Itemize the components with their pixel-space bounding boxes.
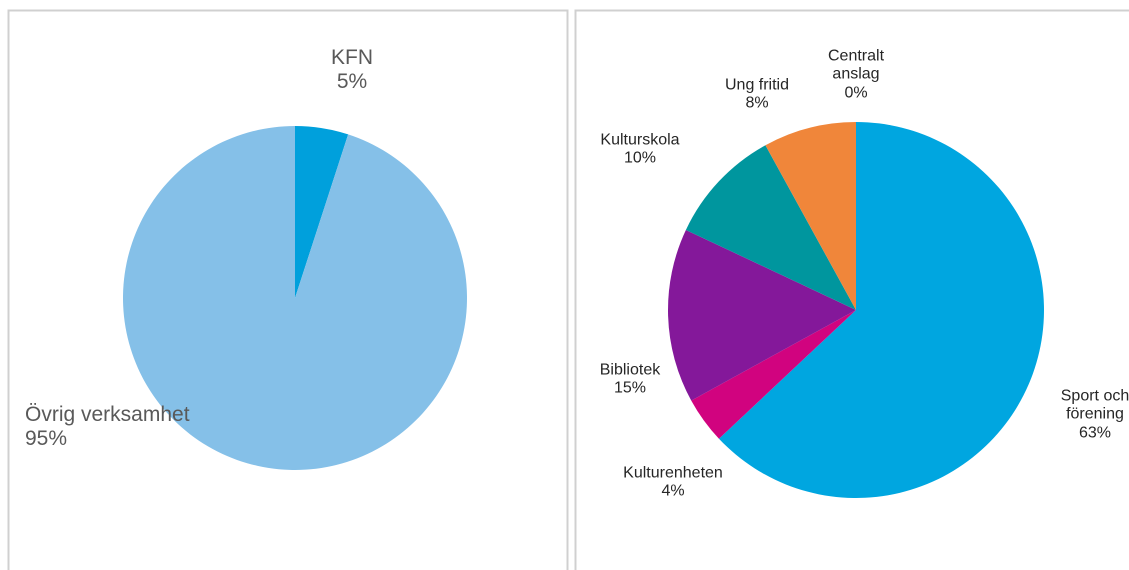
slice-value: 63% — [1078, 424, 1112, 442]
slice-value: 10% — [623, 150, 657, 167]
slice-value: 8% — [745, 95, 769, 112]
slice-name: Bibliotek — [599, 361, 661, 379]
slice-value: 4% — [661, 483, 685, 500]
pie-slice — [691, 310, 856, 439]
pie-slice — [123, 126, 467, 471]
pie-slice — [668, 229, 856, 401]
slice-name: Övrig verksamhet — [25, 403, 190, 426]
pie-slice — [685, 145, 856, 310]
slice-label: Bibliotek 15% — [580, 362, 680, 399]
slice-value: 15% — [613, 380, 647, 397]
slice-label: Kulturskola 10% — [580, 132, 700, 169]
panel-right — [574, 9, 1129, 570]
pie-slice — [718, 122, 1044, 498]
panel-left — [7, 9, 569, 570]
slice-value: 95% — [25, 427, 68, 451]
slice-label: Centralt anslag 0% — [816, 47, 896, 102]
slice-label: Övrig verksamhet 95% — [25, 403, 195, 451]
slice-value: 5% — [336, 70, 368, 93]
pie-slice — [295, 126, 349, 298]
slice-name: KFN — [331, 45, 373, 69]
slice-name: Kulturenheten — [623, 464, 723, 482]
slice-label: KFN 5% — [312, 46, 392, 94]
slice-name: Sport och förening — [1060, 387, 1129, 423]
slice-name: Centralt anslag — [827, 47, 885, 83]
pie-slice — [765, 122, 856, 310]
slice-name: Ung fritid — [724, 76, 790, 94]
slice-label: Sport och förening 63% — [1060, 387, 1129, 442]
slice-label: Kulturenheten 4% — [603, 465, 743, 502]
slice-label: Ung fritid 8% — [702, 77, 812, 114]
slice-name: Kulturskola — [600, 131, 680, 149]
slice-value: 0% — [844, 84, 868, 102]
